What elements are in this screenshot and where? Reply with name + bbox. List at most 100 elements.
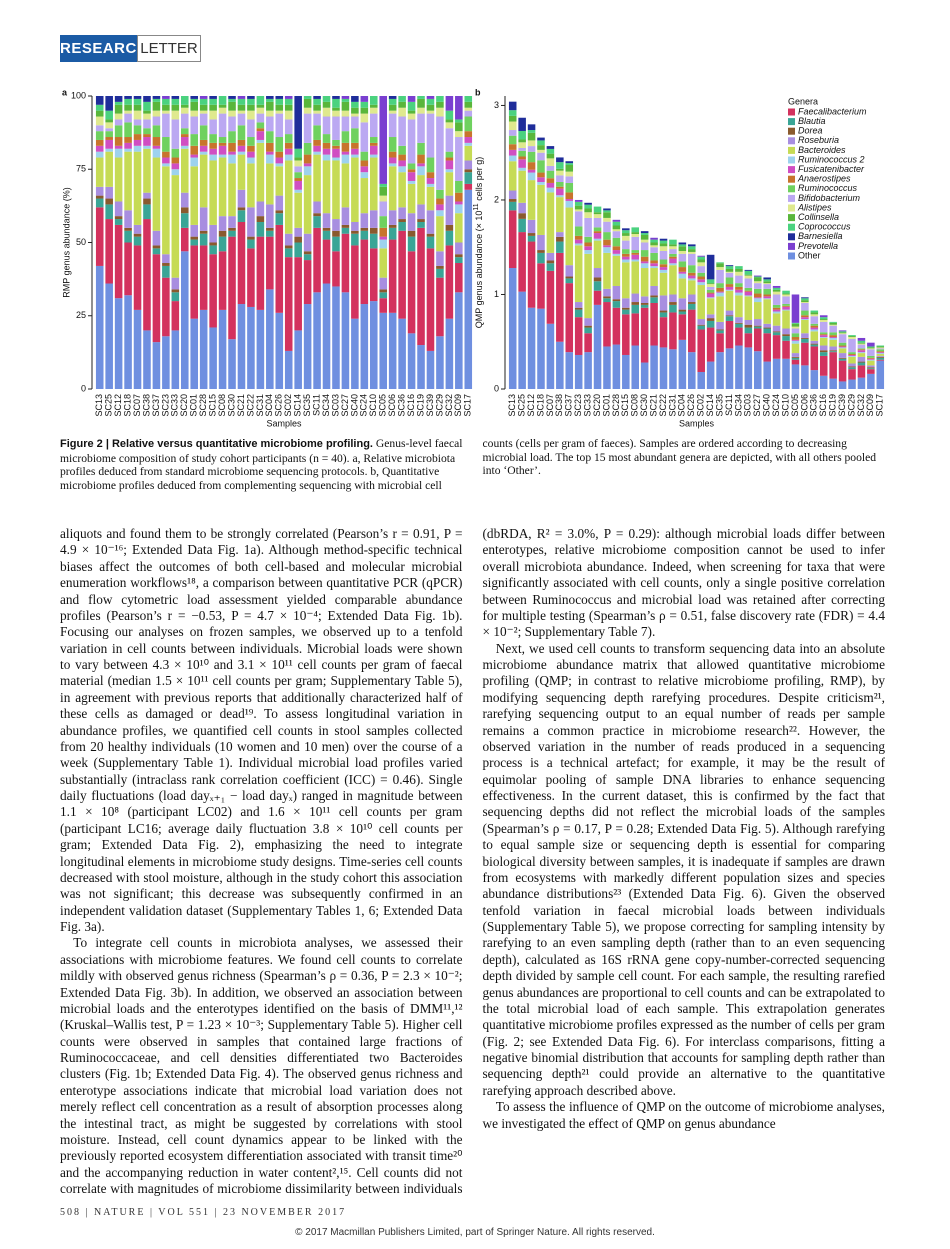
bar-segment: [556, 170, 564, 176]
bar-segment: [303, 163, 312, 167]
bar-segment: [697, 276, 705, 280]
bar-segment: [848, 336, 856, 338]
bar-segment: [546, 170, 555, 179]
bar-segment: [678, 246, 687, 252]
bar-segment: [819, 337, 828, 338]
bar-segment: [237, 210, 246, 222]
bar-segment: [351, 230, 359, 234]
bar-segment: [584, 246, 592, 251]
bar-segment: [294, 330, 302, 389]
bar-segment: [171, 110, 180, 120]
bar-segment: [631, 304, 640, 314]
bar-segment: [753, 319, 762, 326]
bar-segment: [848, 366, 856, 368]
bar-segment: [631, 232, 640, 234]
x-tick-label: SC25: [104, 394, 114, 417]
bar-segment: [565, 283, 574, 353]
bar-segment: [876, 357, 885, 360]
bar-segment: [744, 274, 753, 276]
bar-segment: [284, 248, 293, 258]
bar-segment: [332, 145, 340, 149]
y-axis-label-part: cells per g): [474, 157, 484, 204]
bar-segment: [716, 333, 724, 353]
x-tick-label: SC27: [752, 394, 762, 417]
bar-segment: [801, 333, 809, 338]
bar-segment: [341, 96, 350, 99]
bar-segment: [455, 96, 463, 120]
bar-segment: [801, 342, 809, 366]
bar-segment: [753, 298, 762, 303]
bar-segment: [247, 306, 255, 389]
bar-segment: [508, 121, 517, 131]
bar-segment: [332, 116, 340, 140]
bar-segment: [351, 142, 359, 149]
bar-segment: [537, 145, 545, 150]
bar-segment: [199, 104, 208, 111]
bar-segment: [782, 340, 790, 359]
legend-label: Blautia: [798, 116, 826, 126]
x-tick-label: SC07: [132, 394, 142, 417]
bar-segment: [744, 320, 753, 325]
bar-segment: [417, 219, 425, 222]
x-tick-label: SC06: [799, 394, 809, 417]
bar-segment: [360, 166, 369, 173]
bar-segment: [546, 178, 555, 183]
bar-segment: [612, 253, 621, 256]
bar-segment: [612, 285, 621, 300]
bar-segment: [379, 312, 388, 389]
x-tick-label: SC11: [311, 394, 321, 416]
bar-segment: [753, 326, 762, 329]
bar-segment: [436, 251, 444, 266]
bar-segment: [631, 236, 640, 251]
bar-segment: [266, 204, 274, 228]
bar-segment: [171, 119, 180, 149]
bar-segment: [417, 227, 425, 346]
bar-segment: [688, 294, 696, 303]
bar-segment: [669, 253, 677, 257]
bar-segment: [706, 314, 715, 319]
bar-segment: [612, 225, 621, 230]
x-tick-label: SC34: [321, 394, 331, 417]
bar-segment: [199, 98, 208, 105]
bar-segment: [369, 227, 378, 234]
bar-segment: [294, 192, 302, 228]
bar-segment: [650, 297, 658, 303]
y-tick-label: 75: [76, 164, 86, 174]
bar-segment: [744, 287, 753, 291]
bar-segment: [445, 245, 454, 319]
x-tick-label: SC12: [113, 394, 123, 417]
bar-segment: [791, 328, 800, 334]
y-tick-label: 1: [494, 289, 499, 299]
bar-segment: [772, 313, 781, 326]
bar-segment: [725, 277, 734, 285]
bar-segment: [688, 309, 696, 353]
bar-segment: [838, 333, 847, 335]
bar-segment: [772, 289, 781, 292]
bar-segment: [631, 250, 640, 253]
bar-segment: [819, 335, 828, 338]
paragraph: aliquots and found them to be strongly c…: [60, 526, 463, 934]
bar-segment: [735, 283, 743, 287]
bar-segment: [744, 296, 753, 321]
bar-segment: [716, 262, 724, 264]
bar-segment: [162, 265, 170, 278]
bar-segment: [360, 107, 369, 114]
bar-segment: [848, 338, 856, 353]
y-tick-label: 50: [76, 237, 86, 247]
bar-segment: [518, 139, 526, 143]
bar-segment: [838, 331, 847, 333]
bar-segment: [455, 204, 463, 214]
bar-segment: [716, 296, 724, 322]
bar-segment: [332, 110, 340, 117]
bar-segment: [688, 352, 696, 389]
x-tick-label: SC35: [302, 394, 312, 417]
bar-segment: [537, 250, 545, 253]
x-tick-label: SC22: [658, 394, 668, 417]
bar-segment: [819, 334, 828, 336]
bar-segment: [445, 169, 454, 173]
bar-segment: [322, 116, 331, 135]
bar-segment: [445, 318, 454, 389]
bar-segment: [369, 145, 378, 155]
bar-segment: [190, 116, 199, 135]
bar-segment: [388, 239, 397, 313]
